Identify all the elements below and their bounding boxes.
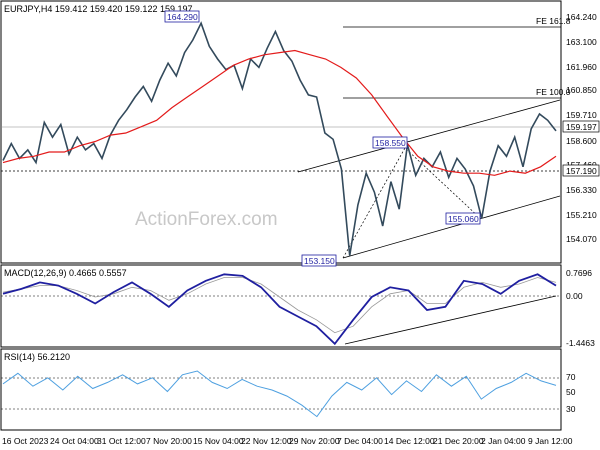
current-price-label: 159.197 — [566, 122, 597, 132]
price-tick-label: 159.710 — [566, 110, 597, 120]
macd-signal-series — [2, 277, 557, 334]
watermark: ActionForex.com — [135, 209, 278, 230]
annotation-158-box — [372, 136, 408, 149]
macd-panel-frame — [0, 264, 562, 348]
x-tick-label: 2 Jan 04:00 — [481, 436, 526, 446]
macd-trendline — [344, 295, 557, 345]
price-tick-label: 154.070 — [566, 234, 597, 244]
price-tick-label: 164.240 — [566, 12, 597, 22]
price-tick-label: 163.100 — [566, 37, 597, 47]
rsi-tick-label: 70 — [566, 372, 576, 382]
x-tick-label: 29 Nov 20:00 — [289, 436, 340, 446]
channel-upper-line — [297, 99, 561, 173]
annotation-158: 158.550 — [375, 138, 406, 148]
x-tick-label: 9 Jan 12:00 — [528, 436, 573, 446]
x-tick-label: 14 Dec 12:00 — [384, 436, 435, 446]
x-tick-label: 31 Oct 12:00 — [97, 436, 146, 446]
x-tick-label: 15 Nov 04:00 — [193, 436, 244, 446]
x-axis: 16 Oct 2023 24 Oct 04:00 31 Oct 12:00 7 … — [2, 436, 573, 446]
price-tick-label: 161.960 — [566, 62, 597, 72]
x-tick-label: 24 Oct 04:00 — [50, 436, 99, 446]
x-tick-label: 7 Nov 20:00 — [146, 436, 192, 446]
macd-tick-label: -1.4463 — [566, 338, 595, 348]
fib-100-label: FE 100.0 — [536, 87, 571, 97]
main-chart-header: EURJPY,H4 159.412 159.420 159.122 159.19… — [4, 4, 193, 14]
x-tick-label: 22 Nov 12:00 — [241, 436, 292, 446]
price-tick-label: 155.210 — [566, 210, 597, 220]
price-tick-label: 160.850 — [566, 85, 597, 95]
rsi-tick-label: 30 — [566, 404, 576, 414]
price-tick-label: 156.330 — [566, 185, 597, 195]
annotation-low: 153.150 — [304, 256, 335, 266]
x-tick-label: 7 Dec 04:00 — [337, 436, 383, 446]
current-price-box — [562, 120, 600, 133]
fib-161-label: FE 161.8 — [536, 16, 571, 26]
rsi-panel-frame — [0, 348, 562, 431]
channel-lower-line — [342, 195, 561, 259]
moving-average-series — [2, 49, 557, 176]
price-tick-label: 158.600 — [566, 136, 597, 146]
annotation-155-box — [445, 212, 481, 225]
rsi-tick-label: 50 — [566, 387, 576, 397]
x-tick-label: 16 Oct 2023 — [2, 436, 49, 446]
annotation-high-box — [164, 10, 200, 23]
rsi-y-axis: 70 50 30 — [566, 372, 576, 414]
macd-series — [2, 273, 557, 346]
rsi-series — [2, 370, 557, 418]
x-tick-label: 21 Dec 20:00 — [433, 436, 484, 446]
macd-tick-label: 0.7696 — [566, 268, 592, 278]
macd-header: MACD(12,26,9) 0.4665 0.5557 — [4, 268, 127, 278]
rsi-header: RSI(14) 56.2120 — [4, 352, 70, 362]
macd-y-axis: 0.7696 0.00 -1.4463 — [566, 268, 595, 348]
support-label: 157.190 — [566, 166, 597, 176]
support-box — [562, 164, 600, 177]
macd-tick-label: 0.00 — [566, 291, 583, 301]
price-series — [2, 21, 557, 256]
annotation-low-box — [301, 254, 337, 267]
annotation-high: 164.290 — [167, 12, 198, 22]
annotation-155: 155.060 — [448, 214, 479, 224]
